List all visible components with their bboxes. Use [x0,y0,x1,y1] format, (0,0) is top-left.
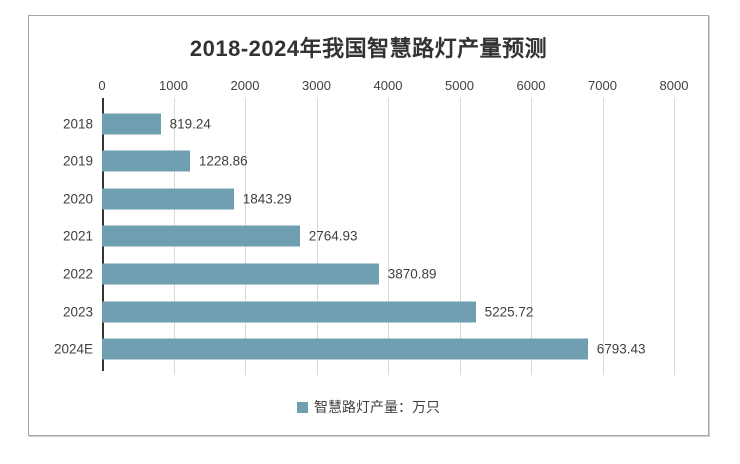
x-axis: 0 1000 2000 3000 4000 5000 6000 7000 8000 [98,78,688,94]
x-tick-label: 3000 [302,78,331,93]
x-tick-label: 7000 [588,78,617,93]
value-label: 5225.72 [484,304,534,320]
bar-2022 [102,263,379,285]
x-tick-label: 1000 [159,78,188,93]
bar-row: 2022 3870.89 [63,255,674,293]
gridline [674,98,675,375]
value-label: 6793.43 [596,341,646,357]
x-tick-label: 0 [98,78,106,93]
value-label: 1228.86 [198,153,248,169]
value-label: 1843.29 [242,191,292,207]
bar-2020 [102,188,234,210]
bar-row: 2018 819.24 [63,105,674,143]
bar-2021 [102,225,300,247]
legend: 智慧路灯产量：万只 [29,397,708,417]
category-label: 2024E [53,341,93,357]
category-label: 2021 [62,228,93,244]
x-tick-label: 4000 [373,78,403,93]
category-label: 2023 [62,304,93,320]
gridline [602,98,604,375]
x-tick-label: 8000 [659,78,689,93]
category-label: 2020 [62,191,93,207]
bar-2018 [102,113,161,135]
bar-row: 2023 5225.72 [63,293,674,331]
gridline [531,98,532,375]
category-label: 2019 [62,153,93,169]
category-label: 2022 [62,266,93,282]
legend-label: 智慧路灯产量：万只 [314,399,440,415]
bar-row: 2019 1228.86 [63,143,674,181]
bar-2019 [102,150,190,172]
category-label: 2018 [62,116,93,132]
bar-row: 2020 1843.29 [63,180,674,218]
chart-title: 2018-2024年我国智慧路灯产量预测 [189,36,548,61]
gridline [388,98,389,375]
gridline [316,98,318,375]
legend-swatch-icon [297,401,308,413]
bar-2024E [102,338,588,360]
chart-panel: 2018-2024年我国智慧路灯产量预测 0 1000 2000 3000 4000 50… [28,15,709,436]
x-tick-label: 5000 [445,78,474,93]
x-tick-label: 2000 [230,78,260,93]
value-label: 2764.93 [308,228,358,244]
value-label: 3870.89 [387,266,437,282]
bar-row: 2024E 6793.43 [54,330,674,368]
bar-row: 2021 2764.93 [63,218,674,256]
x-tick-label: 6000 [516,78,546,93]
plot-area: 2018 819.24 2019 1228.86 2020 1843.29 2021 2764… [54,98,675,375]
bar-2023 [102,301,476,323]
value-label: 819.24 [169,116,211,132]
gridline [459,98,461,375]
